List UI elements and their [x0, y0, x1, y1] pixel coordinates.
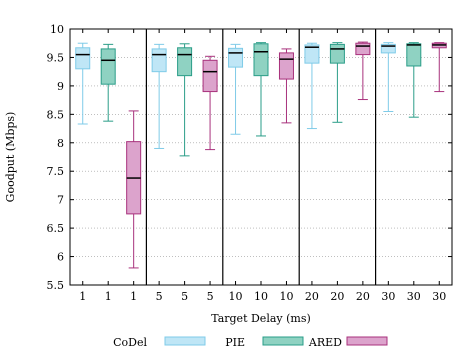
x-tick-label: 1: [79, 290, 86, 303]
legend-entry-pie: PIE: [225, 336, 304, 349]
x-tick-label: 20: [305, 290, 319, 303]
legend-label: CoDel: [113, 336, 147, 349]
x-tick-label: 1: [130, 290, 137, 303]
x-tick-label: 30: [381, 290, 395, 303]
box-iqr: [253, 43, 269, 77]
x-tick-label: 10: [229, 290, 243, 303]
y-tick-label: 9.5: [47, 51, 65, 64]
y-tick-label: 7: [57, 194, 64, 207]
y-tick-label: 8: [57, 137, 64, 150]
y-ticks: 5.5 6 6.5 7 7.5 8 8.5 9 9.5 10: [47, 23, 452, 292]
x-tick-label: 5: [207, 290, 214, 303]
y-tick-label: 5.5: [47, 279, 65, 292]
x-tick-label: 5: [156, 290, 163, 303]
box-iqr: [177, 47, 193, 77]
box-codel: [228, 43, 244, 135]
legend-label: ARED: [308, 336, 342, 349]
legend-swatch: [164, 336, 206, 346]
y-tick-label: 6: [57, 251, 64, 264]
box-iqr: [406, 43, 422, 67]
box-ared: [355, 41, 371, 101]
y-tick-label: 10: [50, 23, 64, 36]
box-iqr: [355, 42, 371, 56]
x-tick-label: 5: [181, 290, 188, 303]
box-iqr: [75, 47, 91, 70]
y-tick-label: 8.5: [47, 108, 65, 121]
y-tick-label: 6.5: [47, 222, 65, 235]
box-iqr: [380, 43, 396, 54]
group-separators: [145, 29, 377, 285]
box-iqr: [228, 47, 244, 68]
box-iqr: [202, 59, 218, 93]
legend-swatch: [346, 336, 388, 346]
box-codel: [75, 42, 91, 125]
x-tick-label: 30: [407, 290, 421, 303]
box-ared: [202, 55, 218, 151]
legend: CoDel PIE ARED: [113, 336, 388, 349]
x-tick-label: 10: [254, 290, 268, 303]
box-iqr: [100, 48, 116, 85]
box-codel: [380, 42, 396, 112]
box-pie: [253, 42, 269, 137]
box-iqr: [329, 43, 345, 64]
box-pie: [100, 43, 116, 122]
x-tick-label: 30: [432, 290, 446, 303]
x-tick-label: 10: [279, 290, 293, 303]
x-tick-label: 1: [105, 290, 112, 303]
box-ared: [431, 42, 447, 93]
y-axis-label: Goodput (Mbps): [4, 112, 17, 203]
x-ticks: 1 1 1 5 5 5 10 10 10 20 20 20 30 30 30: [79, 29, 446, 303]
x-tick-label: 20: [330, 290, 344, 303]
y-tick-label: 9: [57, 80, 64, 93]
box-codel: [304, 42, 320, 130]
box-pie: [329, 42, 345, 123]
box-ared: [126, 110, 142, 269]
box-codel: [151, 43, 167, 149]
x-tick-label: 20: [356, 290, 370, 303]
y-tick-label: 7.5: [47, 165, 65, 178]
box-pie: [406, 42, 422, 118]
box-iqr: [278, 52, 294, 80]
legend-entry-ared: ARED: [308, 336, 388, 349]
legend-entry-codel: CoDel: [113, 336, 206, 349]
box-pie: [177, 43, 193, 157]
boxes: [75, 41, 447, 269]
box-iqr: [304, 44, 320, 64]
legend-swatch: [262, 336, 304, 346]
box-iqr: [151, 48, 167, 73]
box-ared: [278, 48, 294, 124]
x-axis-label: Target Delay (ms): [211, 312, 311, 325]
legend-label: PIE: [225, 336, 245, 349]
